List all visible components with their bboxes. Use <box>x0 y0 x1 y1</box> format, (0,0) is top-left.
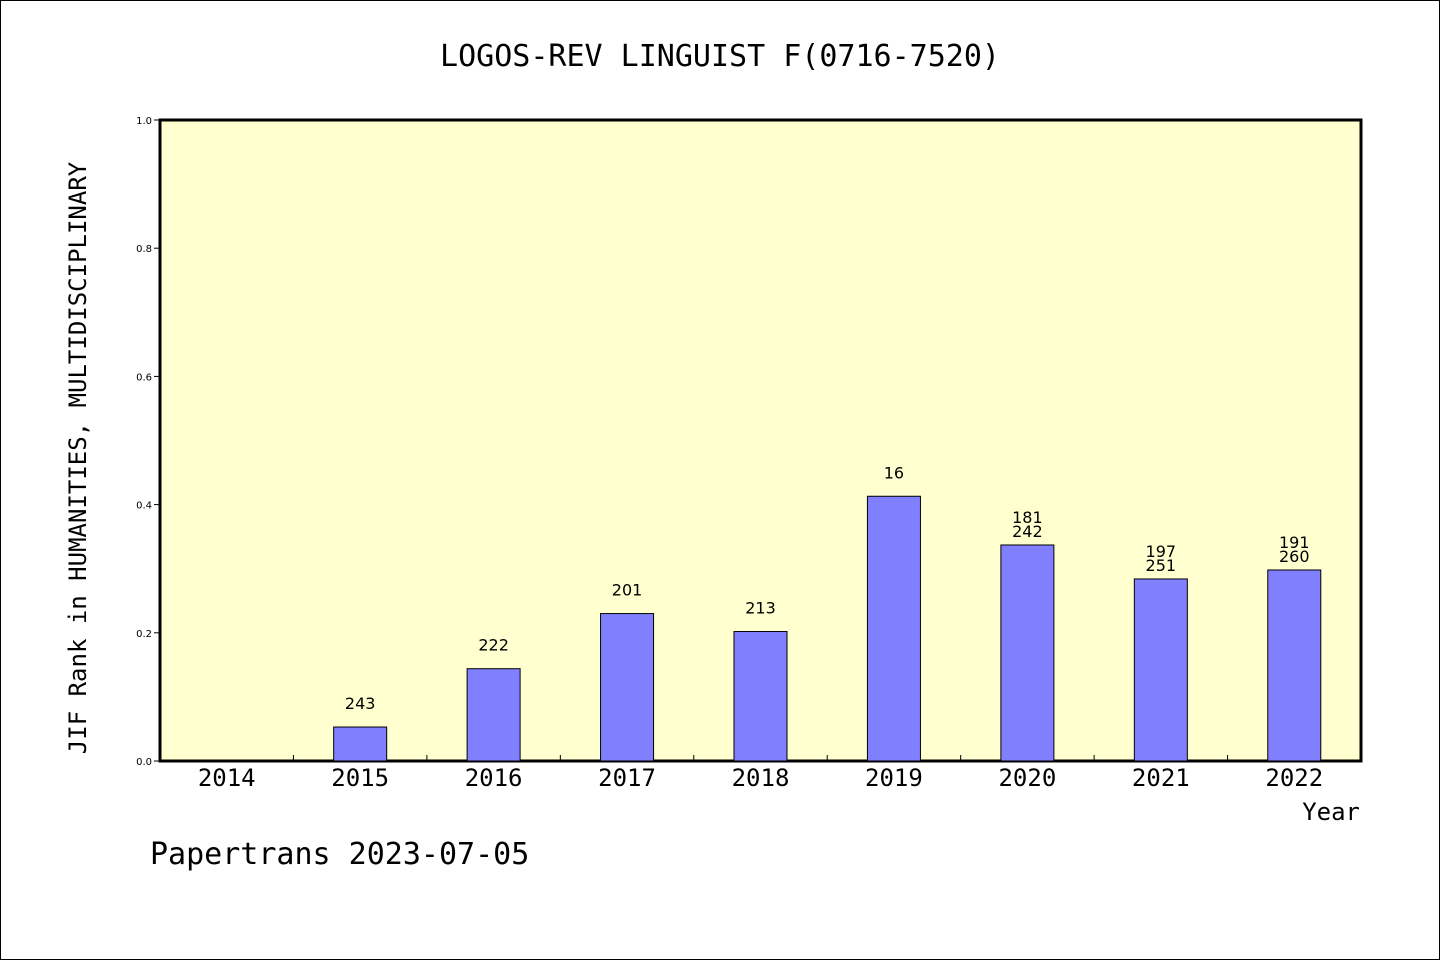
x-tick-label: 2020 <box>998 764 1056 792</box>
bar-2015 <box>333 726 388 762</box>
x-tick-label: 2022 <box>1265 764 1323 792</box>
x-tick-label: 2021 <box>1132 764 1190 792</box>
data-label: 201 <box>612 581 643 600</box>
y-tick-label: 0.0 <box>136 757 152 768</box>
data-label: 222 <box>478 636 509 655</box>
y-tick-label: 0.6 <box>136 372 152 383</box>
y-tick-label: 1.0 <box>136 116 152 127</box>
y-axis-label: JIF Rank in HUMANITIES, MULTIDISCIPLINAR… <box>64 161 92 754</box>
y-tick-label: 0.4 <box>136 501 152 512</box>
bar-2016 <box>466 668 521 762</box>
footer-credit: Papertrans 2023-07-05 <box>150 837 529 872</box>
data-label: 243 <box>345 694 376 713</box>
data-label: 213 <box>745 599 776 618</box>
x-axis-label: Year <box>1302 798 1360 826</box>
x-tick-label: 2018 <box>732 764 790 792</box>
bar-2020 <box>1000 544 1055 762</box>
chart-title: LOGOS-REV LINGUIST F(0716-7520) <box>440 39 1000 74</box>
bars <box>333 495 1322 762</box>
data-label: 251 <box>1146 556 1177 575</box>
data-label: 191 <box>1279 533 1310 552</box>
data-label: 242 <box>1012 522 1043 541</box>
bar-2017 <box>600 613 655 762</box>
bar-2018 <box>733 631 788 762</box>
y-tick-label: 0.8 <box>136 244 152 255</box>
x-tick-label: 2015 <box>331 764 389 792</box>
x-tick-label: 2014 <box>198 764 256 792</box>
bar-2021 <box>1133 578 1188 762</box>
x-tick-label: 2017 <box>598 764 656 792</box>
bar-2022 <box>1267 569 1322 762</box>
data-label: 181 <box>1012 508 1043 527</box>
y-tick-label: 0.2 <box>136 629 152 640</box>
x-tick-label: 2019 <box>865 764 923 792</box>
data-label: 260 <box>1279 547 1310 566</box>
x-axis: 2014 2015 2016 2017 2018 2019 2020 2021 2022 <box>198 755 1323 792</box>
x-tick-label: 2016 <box>465 764 523 792</box>
y-axis: 0.0 0.2 0.4 0.6 0.8 1.0 <box>136 116 160 768</box>
data-label: 197 <box>1146 542 1177 561</box>
data-label: 16 <box>884 463 904 482</box>
bar-2019 <box>866 495 921 762</box>
